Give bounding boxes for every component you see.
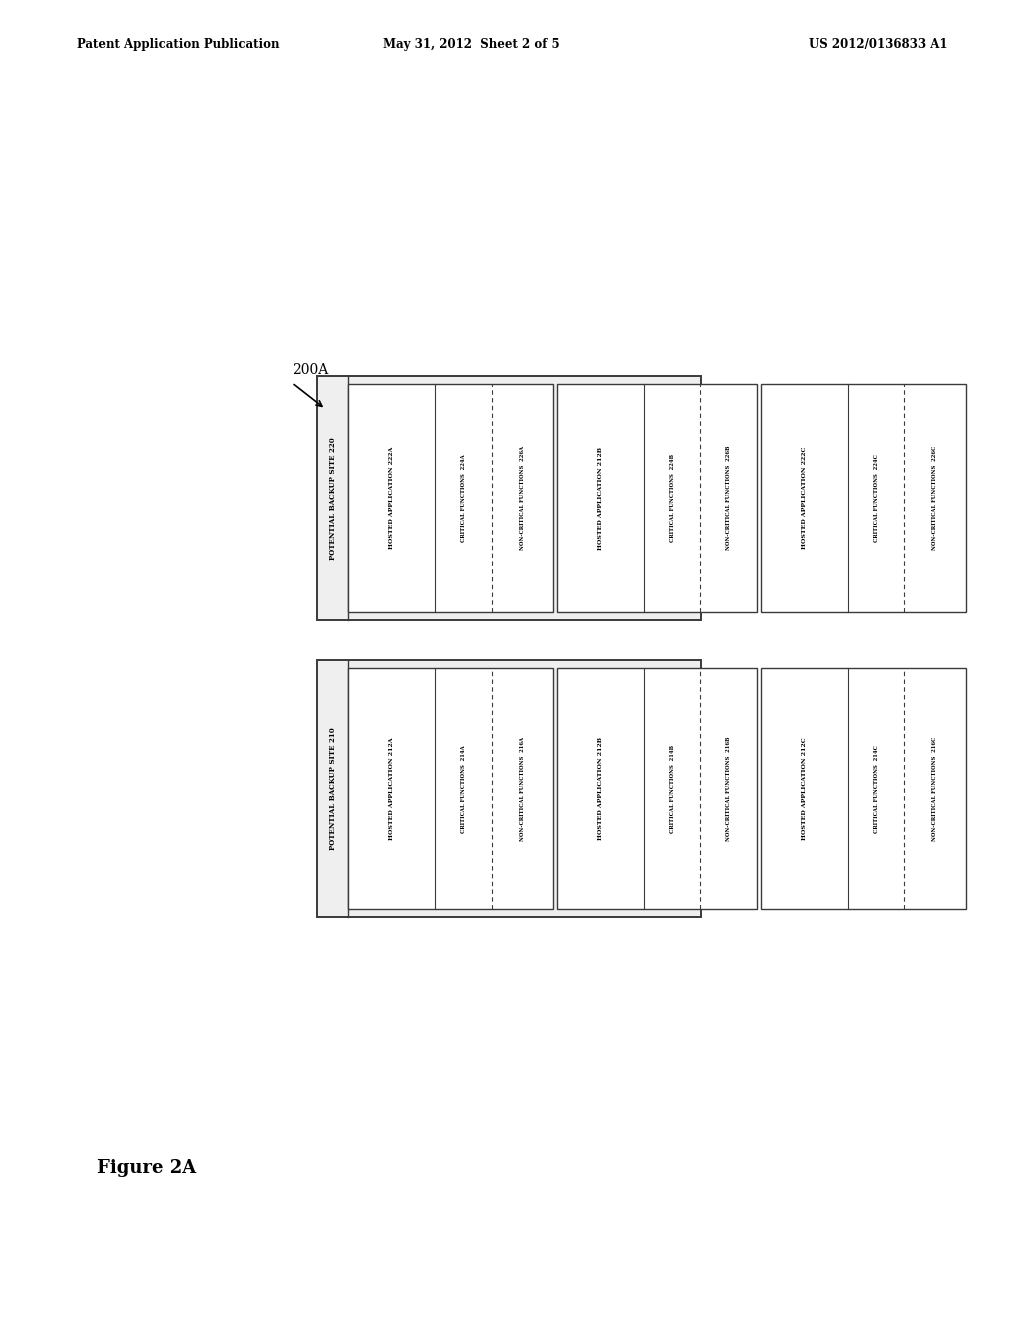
Text: May 31, 2012  Sheet 2 of 5: May 31, 2012 Sheet 2 of 5 (383, 38, 559, 51)
Text: CRITICAL FUNCTIONS  224B: CRITICAL FUNCTIONS 224B (670, 454, 675, 543)
Text: HOSTED APPLICATION 222A: HOSTED APPLICATION 222A (389, 447, 394, 549)
Bar (348, 384, 553, 612)
Bar (761, 668, 966, 909)
Text: NON-CRITICAL FUNCTIONS  226B: NON-CRITICAL FUNCTIONS 226B (726, 446, 731, 550)
Text: CRITICAL FUNCTIONS  214A: CRITICAL FUNCTIONS 214A (461, 744, 466, 833)
Text: NON-CRITICAL FUNCTIONS  226A: NON-CRITICAL FUNCTIONS 226A (520, 446, 524, 550)
Text: HOSTED APPLICATION 212B: HOSTED APPLICATION 212B (598, 737, 603, 841)
Text: POTENTIAL BACKUP SITE 210: POTENTIAL BACKUP SITE 210 (329, 727, 337, 850)
Text: HOSTED APPLICATION 212C: HOSTED APPLICATION 212C (802, 738, 807, 840)
Bar (761, 384, 966, 612)
Text: HOSTED APPLICATION 212B: HOSTED APPLICATION 212B (598, 446, 603, 550)
Text: HOSTED APPLICATION 222C: HOSTED APPLICATION 222C (802, 447, 807, 549)
Text: Patent Application Publication: Patent Application Publication (77, 38, 280, 51)
Bar (557, 668, 757, 909)
Text: NON-CRITICAL FUNCTIONS  216A: NON-CRITICAL FUNCTIONS 216A (520, 737, 524, 841)
Text: CRITICAL FUNCTIONS  214C: CRITICAL FUNCTIONS 214C (873, 744, 879, 833)
Bar (317, 376, 701, 620)
Text: 200A: 200A (292, 363, 328, 376)
Text: NON-CRITICAL FUNCTIONS  216C: NON-CRITICAL FUNCTIONS 216C (933, 737, 937, 841)
Text: US 2012/0136833 A1: US 2012/0136833 A1 (809, 38, 947, 51)
Bar (317, 660, 701, 917)
Text: CRITICAL FUNCTIONS  224C: CRITICAL FUNCTIONS 224C (873, 454, 879, 543)
Bar (557, 384, 757, 612)
Text: POTENTIAL BACKUP SITE 220: POTENTIAL BACKUP SITE 220 (329, 437, 337, 560)
Bar (348, 668, 553, 909)
Text: HOSTED APPLICATION 212A: HOSTED APPLICATION 212A (389, 738, 394, 840)
Text: NON-CRITICAL FUNCTIONS  216B: NON-CRITICAL FUNCTIONS 216B (726, 737, 731, 841)
Text: CRITICAL FUNCTIONS  224A: CRITICAL FUNCTIONS 224A (461, 454, 466, 543)
Text: CRITICAL FUNCTIONS  214B: CRITICAL FUNCTIONS 214B (670, 744, 675, 833)
Text: NON-CRITICAL FUNCTIONS  226C: NON-CRITICAL FUNCTIONS 226C (933, 446, 937, 550)
Text: Figure 2A: Figure 2A (97, 1159, 197, 1177)
